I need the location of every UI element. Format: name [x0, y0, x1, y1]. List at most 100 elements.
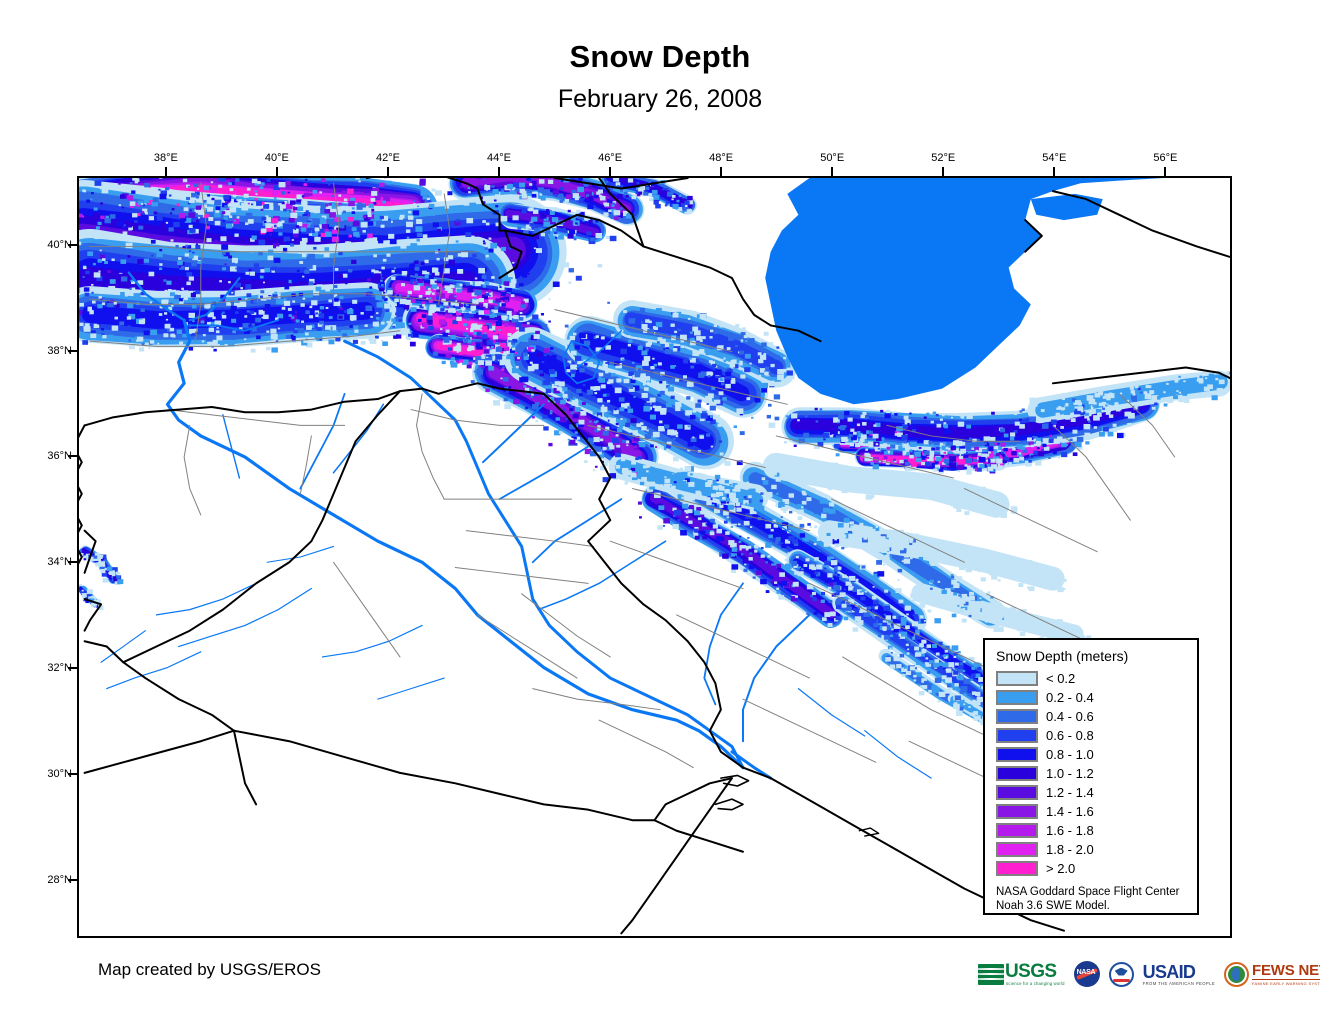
snow-pixel [747, 537, 750, 539]
snow-pixel [358, 180, 361, 183]
snow-pixel [527, 208, 531, 211]
snow-pixel [284, 200, 288, 204]
snow-pixel [449, 294, 457, 300]
noaa-bird-icon [1114, 967, 1128, 976]
snow-pixel [658, 420, 663, 424]
snow-pixel [893, 458, 896, 461]
snow-pixel [887, 645, 893, 650]
snow-pixel [985, 504, 990, 509]
snow-pixel [889, 647, 892, 650]
snow-pixel [862, 525, 868, 530]
snow-pixel [170, 304, 174, 307]
snow-pixel [285, 180, 291, 186]
snow-pixel [911, 494, 915, 498]
snow-pixel [120, 259, 127, 264]
snow-pixel [1011, 618, 1015, 621]
snow-pixel [990, 464, 998, 470]
snow-pixel [829, 502, 835, 507]
snow-pixel [672, 437, 676, 441]
snow-pixel [203, 185, 210, 191]
snow-pixel [765, 590, 770, 594]
map-frame[interactable] [77, 176, 1232, 938]
snow-pixel [783, 478, 786, 481]
snow-pixel [705, 498, 709, 501]
snow-pixel [670, 395, 675, 400]
snow-pixel [698, 415, 702, 419]
snow-pixel [803, 563, 808, 567]
snow-pixel [371, 237, 378, 242]
snow-pixel [888, 489, 894, 494]
snow-pixel [882, 622, 888, 627]
snow-pixel [159, 193, 167, 200]
snow-pixel [1178, 391, 1182, 394]
snow-pixel [144, 182, 150, 188]
snow-pixel [838, 426, 842, 430]
snow-pixel [977, 452, 982, 456]
legend-swatch [996, 823, 1038, 838]
snow-pixel [714, 474, 721, 480]
snow-pixel [158, 313, 163, 316]
snow-pixel [626, 444, 629, 447]
snow-pixel [1037, 451, 1044, 457]
snow-pixel [881, 492, 885, 496]
snow-pixel [125, 242, 133, 249]
snow-pixel [1036, 440, 1041, 445]
snow-pixel [578, 198, 586, 204]
snow-pixel [854, 616, 862, 622]
snow-pixel [728, 540, 735, 545]
snow-pixel [106, 300, 110, 304]
snow-pixel [767, 555, 771, 558]
snow-pixel [840, 518, 845, 521]
snow-pixel [1029, 453, 1034, 457]
snow-pixel [963, 546, 969, 551]
snow-pixel [463, 332, 468, 336]
snow-pixel [325, 231, 332, 237]
snow-pixel [598, 415, 601, 418]
snow-pixel [1124, 404, 1129, 408]
snow-pixel [1034, 398, 1040, 403]
snow-pixel [118, 267, 126, 273]
snow-pixel [991, 574, 998, 580]
snow-pixel [391, 276, 396, 281]
snow-pixel [678, 411, 685, 416]
snow-pixel [193, 228, 199, 234]
snow-pixel [513, 335, 519, 340]
snow-pixel [866, 469, 872, 474]
snow-pixel [903, 558, 911, 564]
snow-pixel [447, 347, 453, 351]
snow-pixel [953, 592, 958, 596]
snow-pixel [1030, 444, 1034, 448]
snow-pixel [672, 203, 679, 209]
snow-pixel [709, 372, 714, 376]
snow-pixel [821, 513, 827, 519]
snow-pixel [391, 269, 395, 273]
snow-pixel [757, 352, 762, 356]
snow-pixel [484, 315, 490, 320]
snow-pixel [447, 288, 453, 294]
snow-pixel [935, 413, 939, 417]
snow-pixel [799, 566, 802, 569]
snow-pixel [726, 367, 729, 370]
snow-pixel [1229, 372, 1230, 375]
snow-pixel [837, 522, 844, 528]
snow-pixel [793, 564, 799, 568]
snow-pixel [322, 309, 326, 312]
intl-border-iraq-jordan [122, 661, 235, 732]
snow-pixel [416, 219, 423, 224]
snow-pixel [783, 356, 787, 360]
snow-pixel [802, 492, 807, 496]
snow-pixel [180, 216, 187, 222]
legend-rows: < 0.2 0.2 - 0.4 0.4 - 0.6 0.6 - 0.8 0.8 - 1.… [996, 669, 1188, 878]
snow-pixel [664, 476, 667, 479]
snow-pixel [613, 409, 619, 415]
snow-pixel [899, 553, 903, 556]
snow-pixel [336, 187, 342, 193]
snow-pixel [767, 493, 772, 498]
snow-pixel [144, 203, 147, 205]
snow-pixel [615, 434, 619, 437]
snow-pixel [388, 233, 395, 239]
snow-pixel [870, 462, 875, 465]
snow-pixel [885, 461, 890, 465]
snow-pixel [299, 241, 307, 247]
snow-pixel [303, 339, 308, 343]
